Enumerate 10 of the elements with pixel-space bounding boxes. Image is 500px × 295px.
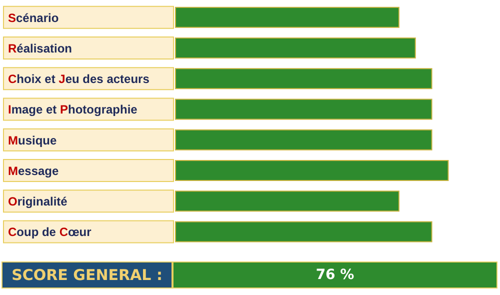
y-tick-label: Message [8, 164, 60, 178]
y-tick-label: Choix et Jeu des acteurs [8, 72, 150, 86]
y-tick-label: Réalisation [8, 41, 72, 56]
text: 76 % [316, 267, 354, 283]
y-tick-label: Scénario [8, 10, 59, 25]
text: SCORE GENERAL : [12, 266, 162, 284]
y-tick-label: Image et Photographie [8, 102, 138, 117]
y-tick-label: Coup de Cœur [8, 225, 92, 240]
y-tick-label: Musique [8, 133, 57, 148]
y-tick-label: Originalité [8, 194, 68, 209]
